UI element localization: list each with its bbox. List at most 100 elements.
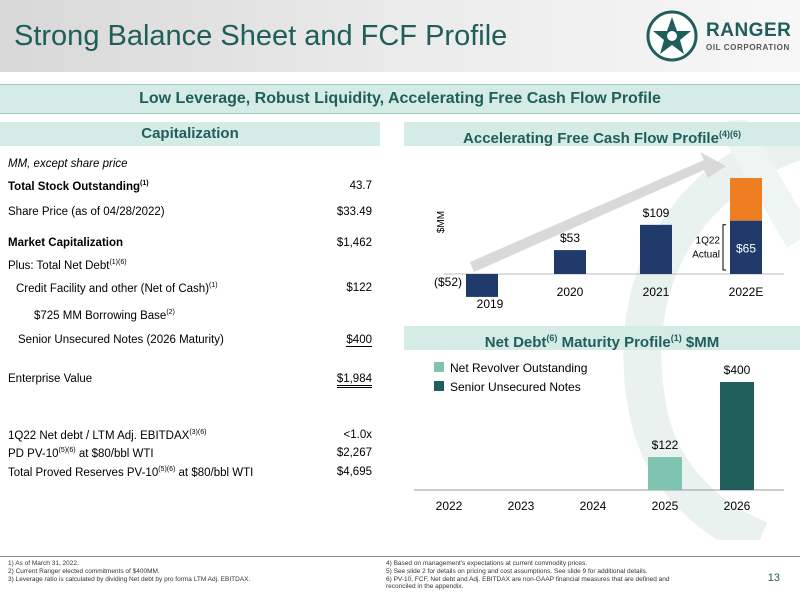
header-bar: Strong Balance Sheet and FCF Profile RAN… bbox=[0, 0, 800, 72]
cap-row-label-text: Credit Facility and other (Net of Cash) bbox=[16, 282, 210, 295]
cap-row-label-text: Share Price (as of 04/28/2022) bbox=[8, 206, 165, 218]
fcf-heading-text: Accelerating Free Cash Flow Profile bbox=[463, 130, 719, 147]
debt-heading-sup1: (6) bbox=[546, 333, 558, 343]
fcf-bar-value-label: $109 bbox=[643, 206, 670, 220]
fcf-x-tick-label: 2019 bbox=[477, 297, 504, 311]
debt-bar-value-label: $122 bbox=[652, 438, 679, 452]
cap-row-label: 1Q22 Net debt / LTM Adj. EBITDAX(3)(6) bbox=[8, 429, 206, 442]
fcf-bar-value-label: $65 bbox=[736, 241, 756, 255]
legend-swatch bbox=[434, 381, 444, 391]
legend-label: Net Revolver Outstanding bbox=[450, 361, 587, 375]
cap-row-value: $33.49 bbox=[336, 206, 372, 218]
cap-row-label-text: Enterprise Value bbox=[8, 373, 93, 385]
company-logo: RANGER OIL CORPORATION bbox=[646, 10, 796, 62]
headline-banner: Low Leverage, Robust Liquidity, Accelera… bbox=[0, 84, 800, 114]
footnote-5: 5) See slide 2 for details on pricing an… bbox=[386, 568, 648, 575]
cap-row-label-text: Market Capitalization bbox=[8, 237, 124, 249]
legend-swatch bbox=[434, 362, 444, 372]
annotation-line1: 1Q22 bbox=[696, 235, 721, 246]
fcf-bar bbox=[554, 250, 586, 274]
debt-heading-sup2: (1) bbox=[670, 333, 682, 343]
debt-heading-text: Net Debt bbox=[484, 334, 547, 351]
cap-row-value: <1.0x bbox=[343, 429, 372, 441]
fcf-bar bbox=[640, 224, 672, 274]
forecast-bar-segment bbox=[730, 178, 762, 221]
cap-row-value: $4,695 bbox=[336, 466, 372, 478]
cap-row-sup: (5)(6) bbox=[58, 447, 76, 454]
fcf-x-tick-label: 2022E bbox=[729, 285, 764, 299]
fcf-bar-value-label: ($52) bbox=[434, 275, 462, 289]
cap-row-label: Credit Facility and other (Net of Cash)(… bbox=[16, 282, 218, 295]
annotation-line2: Actual bbox=[692, 249, 720, 260]
fcf-x-tick-label: 2020 bbox=[557, 285, 584, 299]
page-title: Strong Balance Sheet and FCF Profile bbox=[14, 20, 508, 52]
debt-maturity-chart: Net Revolver Outstanding Senior Unsecured… bbox=[414, 361, 784, 513]
debt-x-tick-label: 2026 bbox=[724, 499, 751, 513]
cap-row-sup: (1)(6) bbox=[109, 259, 127, 266]
debt-heading-mid: Maturity Profile bbox=[557, 334, 671, 351]
cap-row-value: $122 bbox=[346, 282, 372, 294]
footnote-1: 1) As of March 31, 2022. bbox=[8, 560, 79, 567]
fcf-heading: Accelerating Free Cash Flow Profile(4)(6… bbox=[404, 122, 800, 147]
cap-row-label: Total Stock Outstanding(1) bbox=[8, 180, 149, 193]
cap-row-value: $2,267 bbox=[336, 447, 372, 459]
cap-row-label-text: PD PV-10 bbox=[8, 447, 59, 460]
footnote-6-cont: reconciled in the appendix. bbox=[386, 583, 464, 590]
cap-row-label: $725 MM Borrowing Base(2) bbox=[34, 309, 175, 322]
fcf-bar bbox=[730, 220, 762, 274]
cap-row-sup: (2) bbox=[166, 309, 175, 316]
cap-row-label-text: 1Q22 Net debt / LTM Adj. EBITDAX bbox=[8, 429, 190, 442]
cap-row-label: Plus: Total Net Debt(1)(6) bbox=[8, 259, 127, 272]
cap-row-sup: (1) bbox=[209, 282, 218, 289]
cap-row-label: Share Price (as of 04/28/2022) bbox=[8, 206, 165, 218]
cap-row-suffix: at $80/bbl WTI bbox=[75, 447, 154, 460]
debt-bar bbox=[720, 382, 754, 490]
cap-row-sup: (1) bbox=[140, 180, 149, 187]
debt-x-tick-label: 2022 bbox=[436, 499, 463, 513]
cap-row-value: $1,984 bbox=[336, 373, 372, 388]
debt-bar bbox=[648, 457, 682, 490]
subheading-text: MM, except share price bbox=[8, 158, 128, 170]
footnote-6: 6) PV-10, FCF, Net debt and Adj. EBITDAX… bbox=[386, 576, 670, 583]
trend-arrow-icon bbox=[470, 152, 726, 272]
cap-row-label: Senior Unsecured Notes (2026 Maturity) bbox=[18, 334, 224, 346]
logo-subtitle: OIL CORPORATION bbox=[706, 43, 790, 52]
debt-heading: Net Debt(6) Maturity Profile(1) $MM bbox=[404, 326, 800, 351]
fcf-bar-value-label: $53 bbox=[560, 231, 580, 245]
cap-row-suffix: at $80/bbl WTI bbox=[175, 466, 254, 479]
footnote-2: 2) Current Ranger elected commitments of… bbox=[8, 568, 160, 575]
fcf-heading-sup: (4)(6) bbox=[718, 129, 741, 139]
debt-x-tick-label: 2025 bbox=[652, 499, 679, 513]
cap-row-value: 43.7 bbox=[349, 180, 372, 192]
fcf-bar-chart: $MM ($52) 2019 $53 2020 $109 2021 $65 1Q22 Actual… bbox=[434, 152, 784, 311]
footnote-4: 4) Based on management's expectations at… bbox=[386, 560, 588, 567]
cap-row-label: Market Capitalization bbox=[8, 237, 123, 249]
fcf-x-tick-label: 2021 bbox=[643, 285, 670, 299]
page-number: 13 bbox=[767, 572, 780, 584]
cap-row-sup: (3)(6) bbox=[189, 429, 207, 436]
cap-row-label-text: $725 MM Borrowing Base bbox=[34, 309, 167, 322]
cap-row-label-text: Plus: Total Net Debt bbox=[8, 259, 110, 272]
cap-row-label: Enterprise Value bbox=[8, 373, 92, 385]
y-axis-label: $MM bbox=[436, 211, 447, 233]
footer-divider bbox=[0, 556, 800, 557]
annotation-bracket bbox=[722, 224, 726, 271]
cap-row-sup: (5)(6) bbox=[158, 466, 176, 473]
logo-name: RANGER bbox=[706, 20, 792, 41]
debt-x-tick-label: 2023 bbox=[508, 499, 535, 513]
debt-x-tick-label: 2024 bbox=[580, 499, 607, 513]
cap-row-label-text: Total Stock Outstanding bbox=[8, 180, 141, 193]
capitalization-heading: Capitalization bbox=[0, 122, 380, 146]
footnote-3: 3) Leverage ratio is calculated by divid… bbox=[8, 576, 251, 583]
cap-row-label: Total Proved Reserves PV-10(5)(6) at $80… bbox=[8, 466, 253, 479]
fcf-bar bbox=[466, 274, 498, 297]
cap-row-value: $400 bbox=[346, 334, 372, 347]
cap-row-value: $1,462 bbox=[336, 237, 372, 249]
star-logo-icon bbox=[646, 10, 698, 62]
debt-bar-value-label: $400 bbox=[724, 363, 751, 377]
cap-row-label-text: Total Proved Reserves PV-10 bbox=[8, 466, 159, 479]
cap-row-label-text: Senior Unsecured Notes (2026 Maturity) bbox=[18, 334, 224, 346]
cap-row-label: PD PV-10(5)(6) at $80/bbl WTI bbox=[8, 447, 154, 460]
legend-label: Senior Unsecured Notes bbox=[450, 380, 581, 394]
debt-heading-tail: $MM bbox=[681, 334, 720, 351]
